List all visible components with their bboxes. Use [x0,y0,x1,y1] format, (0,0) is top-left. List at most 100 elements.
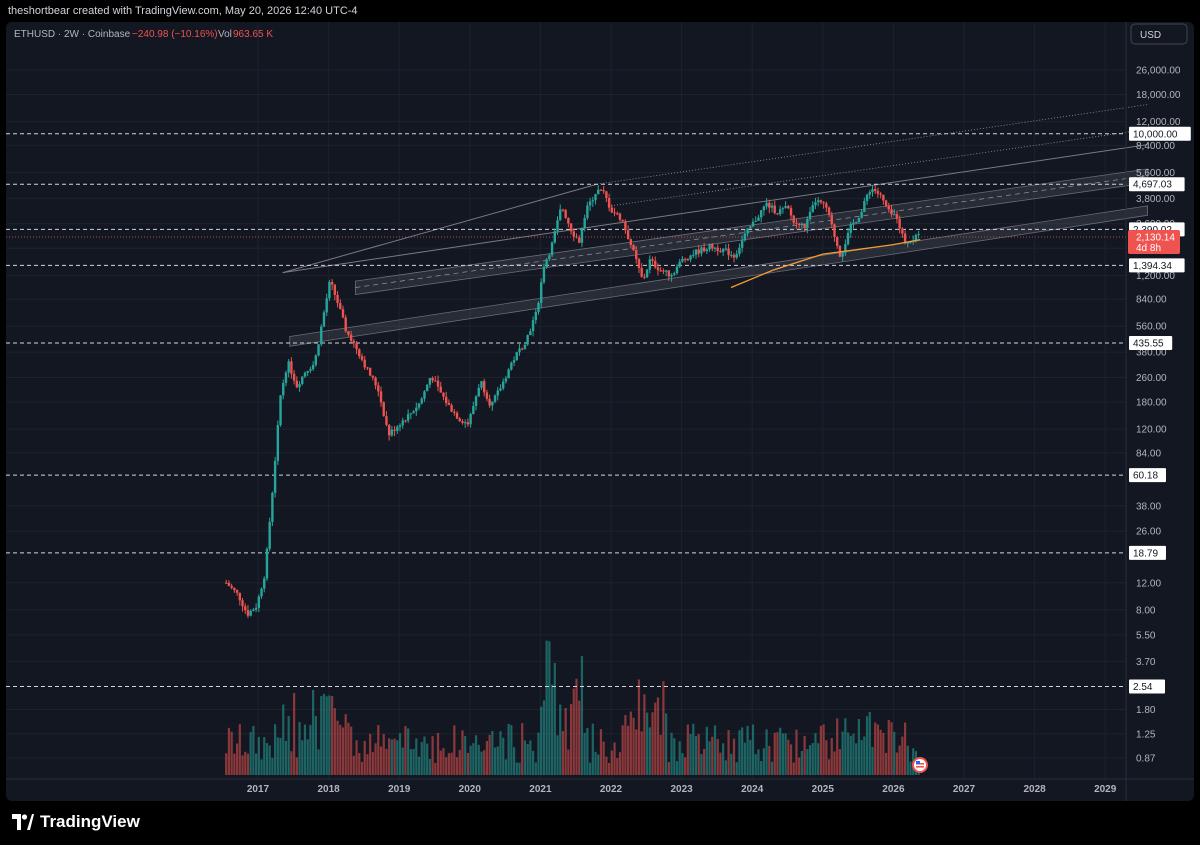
price-chart[interactable]: 26,000.00 18,000.00 12,000.00 8,400.00 5,600… [6,22,1194,801]
volume-bar [295,757,298,775]
candle-body [711,243,714,249]
y-tick-label: 3,800.00 [1136,194,1175,205]
candle-body [553,231,556,243]
candle-body [670,274,673,277]
candle-body [455,412,459,419]
volume-bar [727,730,730,775]
candle-body [602,190,605,192]
y-tick-label: 38.00 [1136,501,1161,512]
volume-bar [309,724,312,775]
volume-bar [836,718,839,775]
volume-bar [453,725,456,775]
candle-body [442,392,445,397]
y-tick-label: 12,000.00 [1136,117,1181,128]
volume-bar [613,742,616,775]
candle-body [363,359,366,368]
volume-bar [434,762,437,775]
volume-bar [846,732,850,775]
candles [225,184,920,619]
candle-body [588,201,592,206]
volume-bar [569,703,573,775]
y-tick-label: 3.70 [1136,657,1156,668]
volume-bar [640,731,643,775]
candle-body [398,425,402,427]
currency-label[interactable]: USD [1140,30,1161,41]
volume-bar [496,746,499,775]
candle-body [309,369,312,371]
candle-body [738,247,741,254]
volume-bar [493,747,497,775]
volume-bar [423,736,426,775]
volume-bar [336,720,339,775]
volume-bar [659,734,662,775]
footer-bar [0,801,1200,845]
volume-bar [290,751,293,775]
candle-body [635,250,638,260]
candle-body [629,239,633,245]
attribution-bar: theshortbear created with TradingView.co… [0,0,1200,22]
candle-body [890,209,893,215]
volume-bar [396,740,399,775]
volume-bar [860,740,863,775]
tradingview-logo[interactable]: TradingView [12,812,140,832]
chart-frame[interactable]: 26,000.00 18,000.00 12,000.00 8,400.00 5,600… [6,22,1194,801]
candle-body [496,390,499,396]
candle-body [659,270,662,272]
candle-body [616,213,619,215]
y-tick-label: 8,400.00 [1136,141,1175,152]
x-tick-label: 2027 [953,784,976,795]
candle-body [339,303,342,310]
candle-body [428,377,432,385]
volume-bar [876,724,880,775]
candle-body [597,189,600,195]
volume-bar [312,689,315,775]
volume-bar [521,723,524,775]
candle-body [874,189,877,191]
volume-bar [442,748,445,775]
y-tick-label: 5,600.00 [1136,168,1175,179]
candle-body [542,267,546,283]
volume-bar [863,736,866,775]
volume-bar [822,724,825,775]
candle-body [586,205,589,218]
volume-bar [871,746,874,775]
candle-body [664,270,668,272]
volume-bar [798,757,801,775]
channel-midline [355,175,1148,288]
candle-body [578,237,581,243]
x-tick-label: 2029 [1094,784,1117,795]
x-tick-label: 2019 [388,784,411,795]
volume-bar [518,762,521,775]
candle-body [306,370,309,373]
volume-bar [249,732,252,775]
candle-body [295,380,299,388]
candle-body [406,414,410,421]
volume-bar [580,655,584,775]
volume-bar [884,752,888,775]
candle-body [803,223,806,229]
candle-body [727,248,730,256]
volume-bar [849,735,852,775]
volume-bar [303,724,307,775]
volume-bar [531,750,535,775]
volume-bar [662,681,665,775]
volume-bar [670,732,673,775]
candle-body [806,219,809,229]
x-tick-label: 2021 [529,784,552,795]
volume-bar [306,739,309,775]
volume-bar [594,751,597,775]
volume-bar [784,733,787,775]
candle-body [450,405,453,412]
currency-selector[interactable]: USD [1130,23,1188,45]
candle-body [879,193,882,195]
candle-body [347,331,350,335]
volume-bar [491,731,494,775]
volume-bar [293,693,296,775]
candle-body [379,391,383,403]
candle-body [686,259,690,261]
flag-icon[interactable] [912,757,928,773]
candle-body [844,244,847,253]
y-tick-label: 12.00 [1136,578,1161,589]
volume-bar [390,739,393,775]
legend-change: −240.98 (−10.16%) [132,29,218,40]
